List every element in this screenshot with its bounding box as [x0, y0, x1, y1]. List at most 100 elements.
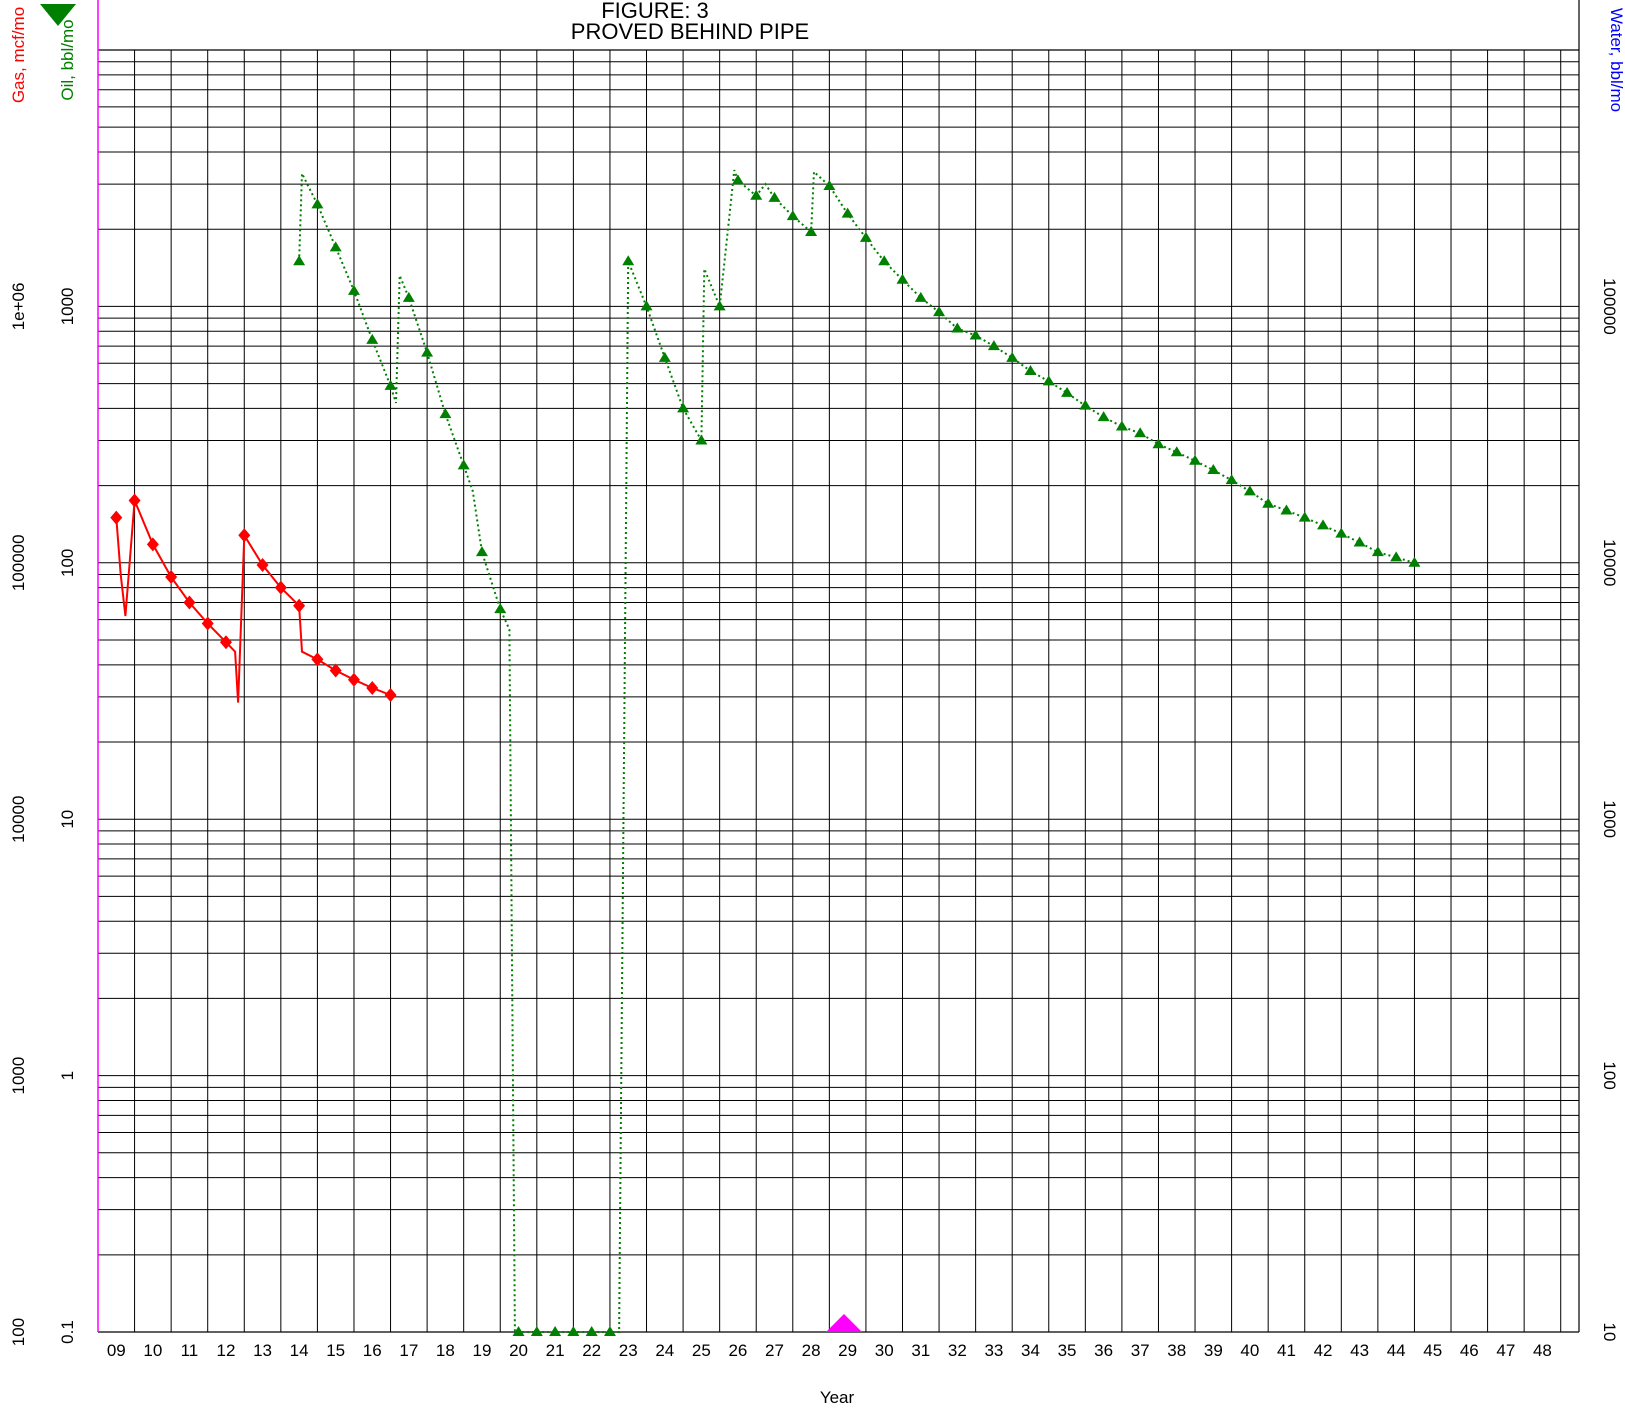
oil-data-point [457, 459, 470, 470]
gas-tick-label: 10000 [9, 796, 28, 843]
x-tick-label: 12 [217, 1341, 236, 1360]
gas-data-point [128, 493, 141, 508]
gas-data-point [201, 616, 214, 631]
oil-data-point [494, 603, 507, 614]
oil-data-point [402, 291, 415, 302]
gas-tick-label: 100000 [9, 534, 28, 591]
oil-data-point [859, 231, 872, 242]
gas-data-point [311, 652, 324, 667]
water-tick-label: 100000 [1600, 278, 1619, 335]
oil-data-point [695, 434, 708, 445]
oil-data-point [1207, 464, 1220, 475]
oil-data-point [384, 379, 397, 390]
oil-data-point [1061, 386, 1074, 397]
x-tick-label: 48 [1533, 1341, 1552, 1360]
x-tick-label: 14 [290, 1341, 309, 1360]
oil-data-point [1298, 511, 1311, 522]
oil-data-point [1042, 375, 1055, 386]
gas-data-point [219, 635, 232, 650]
x-tick-label: 42 [1314, 1341, 1333, 1360]
water-tick-label: 100 [1600, 1061, 1619, 1089]
oil-data-point [622, 255, 635, 266]
x-tick-label: 35 [1058, 1341, 1077, 1360]
oil-data-point [731, 174, 744, 185]
x-tick-label: 23 [619, 1341, 638, 1360]
oil-data-point [366, 333, 379, 344]
x-tick-label: 19 [473, 1341, 492, 1360]
water-tick-label: 1000 [1600, 800, 1619, 838]
oil-data-point [987, 340, 1000, 351]
x-tick-label: 27 [765, 1341, 784, 1360]
oil-data-point [933, 306, 946, 317]
oil-axis-marker [40, 4, 76, 26]
oil-data-point [347, 284, 360, 295]
gas-data-point [347, 672, 360, 687]
oil-data-point [1408, 556, 1421, 567]
gas-data-point [366, 680, 379, 695]
gas-data-point [165, 570, 178, 585]
oil-data-point [475, 546, 488, 557]
oil-tick-label: 0.1 [58, 1320, 77, 1344]
oil-tick-label: 10 [58, 810, 77, 829]
oil-data-point [1024, 364, 1037, 375]
oil-data-point [1134, 427, 1147, 438]
oil-data-point [1262, 497, 1275, 508]
x-axis-label: Year [820, 1388, 855, 1407]
oil-data-point [421, 346, 434, 357]
x-tick-label: 16 [363, 1341, 382, 1360]
oil-data-point [768, 191, 781, 202]
x-tick-label: 15 [326, 1341, 345, 1360]
oil-data-point [530, 1326, 543, 1336]
gas-data-point [256, 558, 269, 573]
x-tick-label: 10 [143, 1341, 162, 1360]
x-tick-label: 17 [399, 1341, 418, 1360]
x-tick-label: 33 [984, 1341, 1003, 1360]
oil-data-point [567, 1326, 580, 1336]
marker-flags [40, 4, 862, 1332]
oil-data-point [1335, 527, 1348, 538]
x-tick-label: 39 [1204, 1341, 1223, 1360]
x-tick-label: 30 [875, 1341, 894, 1360]
x-tick-label: 09 [107, 1341, 126, 1360]
oil-data-point [951, 322, 964, 333]
oil-data-point [1152, 438, 1165, 449]
oil-series-line [298, 169, 1415, 1333]
gas-data-point [329, 663, 342, 678]
oil-data-point [1079, 399, 1092, 410]
x-tick-label: 18 [436, 1341, 455, 1360]
oil-data-point [896, 273, 909, 284]
tick-labels: 09 10 11 12 13 14 15 16 17 18 19 20 21 22 23 24 25 26 27 28… [9, 278, 1619, 1360]
x-tick-label: 28 [802, 1341, 821, 1360]
x-tick-label: 11 [181, 1341, 199, 1360]
gas-data-point [146, 537, 159, 552]
oil-data-point [969, 329, 982, 340]
x-tick-label: 26 [728, 1341, 747, 1360]
x-tick-label: 13 [253, 1341, 272, 1360]
x-tick-label: 47 [1496, 1341, 1515, 1360]
oil-data-point [640, 300, 653, 311]
oil-data-point [311, 198, 324, 209]
x-tick-label: 37 [1131, 1341, 1150, 1360]
oil-data-point [1115, 420, 1128, 431]
oil-data-point [1353, 536, 1366, 547]
gas-tick-label: 1000 [9, 1057, 28, 1095]
gas-data-point [110, 510, 123, 525]
oil-axis-label: Oil, bbl/mo [58, 19, 77, 100]
oil-data-point [841, 207, 854, 218]
x-tick-label: 45 [1423, 1341, 1442, 1360]
oil-tick-label: 1000 [58, 287, 77, 325]
x-tick-label: 21 [546, 1341, 565, 1360]
chart-grid [98, 50, 1579, 1333]
gas-data-point [293, 598, 306, 613]
x-tick-label: 46 [1460, 1341, 1479, 1360]
oil-data-point [1243, 485, 1256, 496]
x-tick-label: 34 [1021, 1341, 1040, 1360]
oil-data-point [878, 255, 891, 266]
oil-data-point [512, 1326, 525, 1336]
oil-data-point [1225, 474, 1238, 485]
x-tick-label: 32 [948, 1341, 967, 1360]
oil-data-point [1317, 519, 1330, 530]
oil-data-point [1390, 551, 1403, 562]
water-tick-label: 10000 [1600, 539, 1619, 586]
oil-data-point [786, 210, 799, 221]
